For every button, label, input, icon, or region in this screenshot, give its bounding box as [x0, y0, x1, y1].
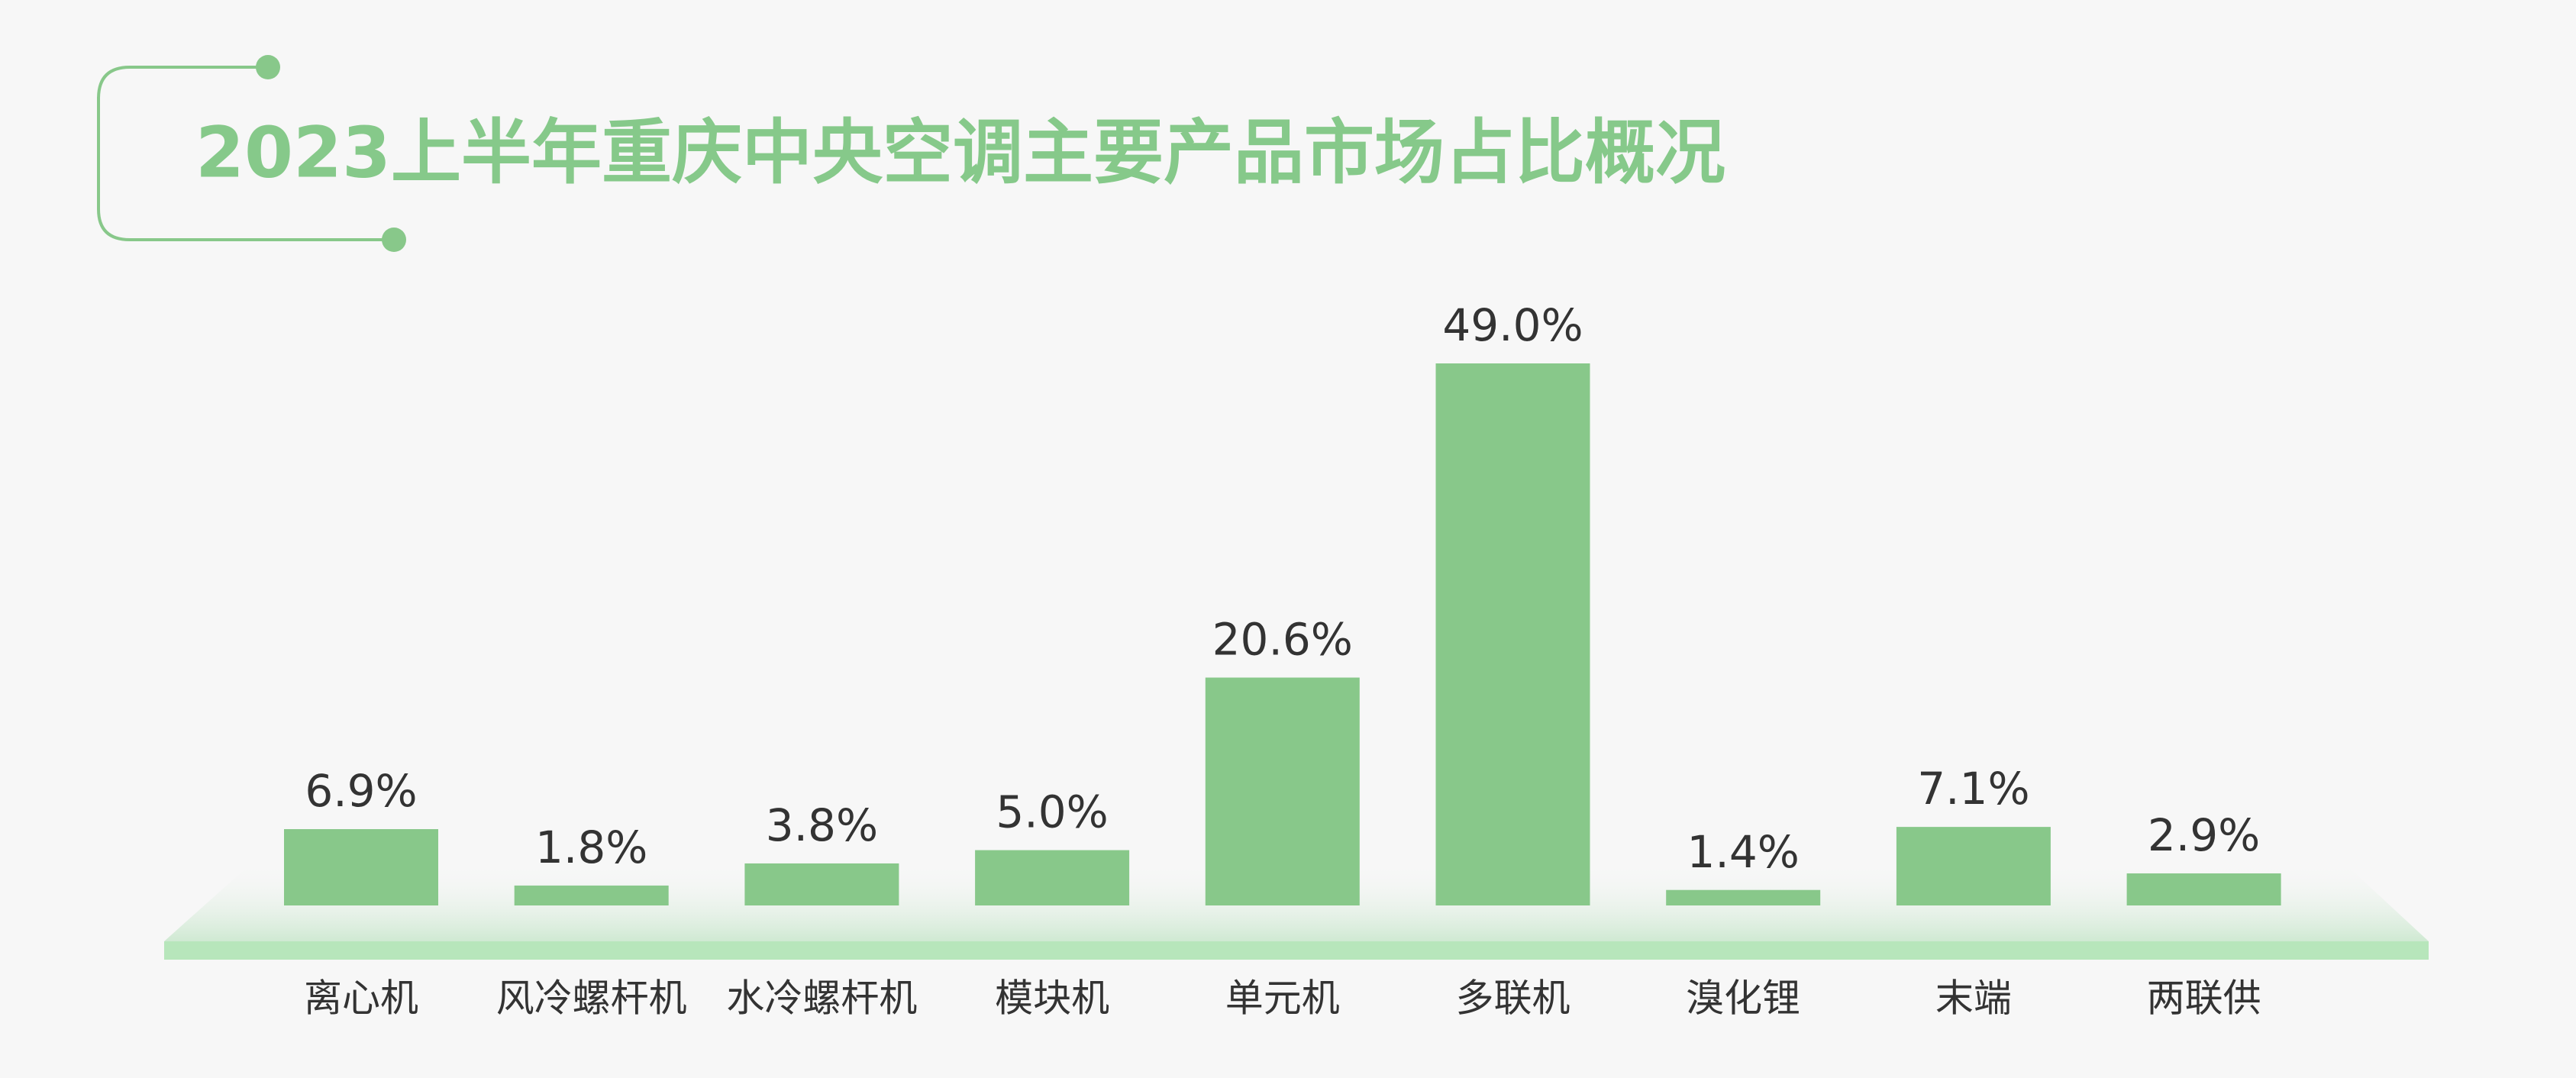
x-tick-label: 两联供: [2147, 976, 2261, 1021]
value-label: 20.6%: [1212, 614, 1353, 666]
value-label: 5.0%: [996, 786, 1108, 838]
bar: [744, 863, 899, 905]
x-tick-label: 模块机: [995, 976, 1109, 1021]
value-label: 6.9%: [305, 765, 417, 817]
bar: [1896, 827, 2051, 905]
x-tick-label: 末端: [1935, 976, 2012, 1021]
decor-dot: [256, 55, 280, 79]
value-label: 1.8%: [535, 821, 647, 873]
bar: [1666, 889, 1821, 905]
bar: [1205, 677, 1360, 905]
x-tick-label: 溴化锂: [1686, 976, 1800, 1021]
bar: [514, 885, 669, 905]
value-label: 49.0%: [1442, 299, 1583, 351]
title-bracket: [97, 66, 394, 241]
x-tick-label: 多联机: [1456, 976, 1570, 1021]
value-label: 7.1%: [1917, 763, 2029, 815]
x-tick-label: 风冷螺杆机: [496, 976, 687, 1021]
x-tick-label: 水冷螺杆机: [726, 976, 917, 1021]
value-label: 3.8%: [766, 799, 878, 851]
bar: [975, 850, 1130, 905]
x-tick-label: 单元机: [1225, 976, 1340, 1021]
bar: [1435, 363, 1590, 905]
value-label: 2.9%: [2148, 809, 2260, 861]
chart-title: 2023上半年重庆中央空调主要产品市场占比概况: [195, 111, 1725, 193]
decor-dot: [382, 228, 406, 252]
x-tick-label: 离心机: [304, 976, 418, 1021]
value-label: 1.4%: [1687, 826, 1800, 878]
bar: [2126, 873, 2281, 905]
platform-strip: [164, 941, 2429, 960]
bar: [284, 829, 438, 905]
